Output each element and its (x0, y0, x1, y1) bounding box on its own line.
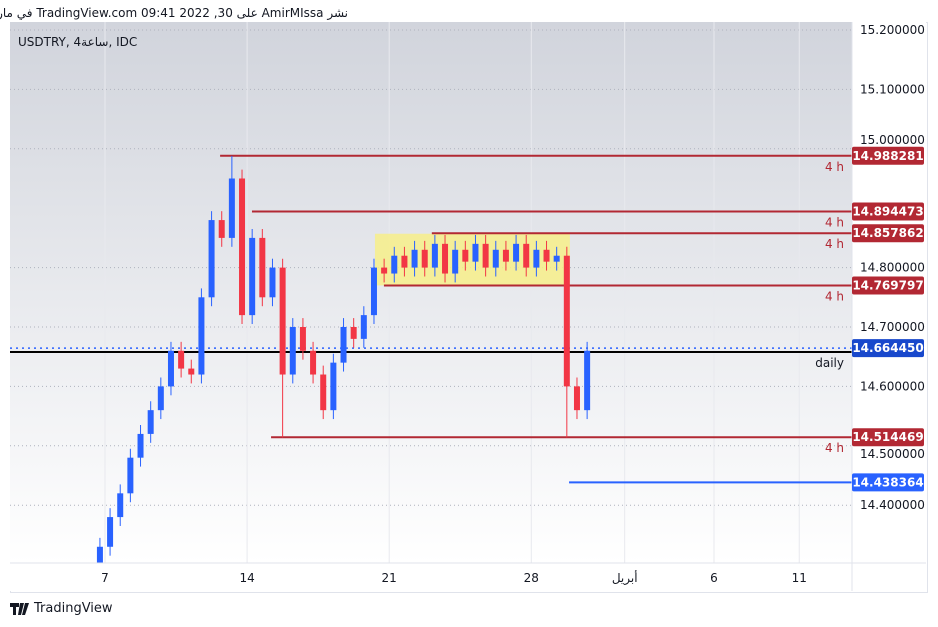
level-price-label-bg (852, 276, 924, 295)
publish-info: نشر AmirMIssa على TradingView.com 09:41 … (0, 6, 348, 20)
level-price-label-bg (852, 202, 924, 221)
level-price-label-bg (852, 473, 924, 492)
candle-body (492, 249, 499, 268)
candle-body (127, 457, 134, 494)
candle-body (299, 327, 306, 351)
level-tag: 4 h (825, 160, 844, 174)
candle-body (178, 350, 185, 369)
candle-body (411, 249, 418, 268)
level-tag: daily (815, 356, 844, 370)
candle-body (563, 255, 570, 387)
y-tick-label: 14.500000 (860, 447, 925, 461)
chart-title: USDTRY, 4ساعة, IDC (18, 35, 137, 49)
tradingview-logo-icon (10, 602, 29, 615)
level-price-label: 14.894473 (852, 204, 923, 218)
candle-body (543, 249, 550, 262)
candle-body (513, 243, 520, 262)
candle-body (107, 517, 114, 547)
candle-body (421, 249, 428, 268)
level-price-label-bg (852, 428, 924, 447)
x-tick-label: 28 (524, 571, 539, 585)
brand-name: TradingView (34, 601, 113, 616)
candle-body (340, 327, 347, 363)
y-tick-label: 15.100000 (860, 82, 925, 96)
candle-body (137, 433, 144, 458)
candle-body (188, 368, 195, 375)
x-tick-label: 21 (382, 571, 397, 585)
level-price-label: 14.438364 (852, 475, 923, 489)
candle-body (533, 249, 540, 268)
x-tick-label: أبريل (612, 570, 638, 586)
candle-body (573, 386, 580, 411)
level-tag: 4 h (825, 237, 844, 251)
candle-body (472, 243, 479, 262)
time-axis[interactable] (10, 563, 926, 591)
candle-body (167, 350, 174, 387)
level-price-label: 14.857862 (852, 226, 923, 240)
candle-body (157, 386, 164, 411)
candle-body (553, 255, 560, 262)
candle-body (147, 410, 154, 434)
last-price-label: 14.664450 (852, 341, 923, 355)
price-chart[interactable]: 4 h 4 h 4 h 4 h 4 h daily 15.200000 15.100000 15… (10, 22, 926, 591)
level-price-label: 14.514469 (852, 430, 923, 444)
candle-body (259, 237, 266, 298)
candle-body (584, 350, 591, 411)
candle-body (452, 249, 459, 274)
level-price-label-bg (852, 146, 924, 165)
candle-body (218, 220, 225, 238)
level-price-label: 14.988281 (852, 149, 923, 163)
candle-body (96, 546, 103, 565)
candle-body (320, 374, 327, 411)
y-tick-label: 14.800000 (860, 261, 925, 275)
level-tag: 4 h (825, 290, 844, 304)
y-tick-label: 14.700000 (860, 320, 925, 334)
candle-body (249, 237, 256, 316)
candle-body (239, 178, 246, 316)
candle-body (431, 243, 438, 268)
candle-body (502, 249, 509, 262)
candle-body (228, 178, 235, 238)
y-tick-label: 15.200000 (860, 23, 925, 37)
y-tick-label: 14.600000 (860, 379, 925, 393)
candle-body (269, 267, 276, 298)
candle-body (208, 220, 215, 298)
candle-body (370, 267, 377, 316)
candle-body (117, 493, 124, 518)
candle-body (350, 327, 357, 339)
candle-body (198, 297, 205, 375)
level-price-label: 14.769797 (852, 279, 923, 293)
candle-body (401, 255, 408, 268)
tradingview-logo[interactable]: TradingView (10, 601, 113, 616)
candle-body (482, 243, 489, 268)
candle-body (381, 267, 388, 274)
candle-body (442, 243, 449, 274)
candle-body (330, 362, 337, 411)
last-price-label-bg (852, 339, 924, 358)
level-tag: 4 h (825, 215, 844, 229)
level-tag: 4 h (825, 441, 844, 455)
candle-body (523, 243, 530, 268)
x-tick-label: 6 (710, 571, 718, 585)
level-price-label-bg (852, 224, 924, 243)
candle-body (462, 249, 469, 262)
candle-body (279, 267, 286, 375)
x-tick-label: 7 (101, 571, 109, 585)
x-tick-label: 14 (239, 571, 254, 585)
y-tick-label: 14.400000 (860, 498, 925, 512)
x-tick-label: 11 (792, 571, 807, 585)
candle-body (360, 315, 367, 339)
candle-body (391, 255, 398, 274)
y-tick-label: 15.000000 (860, 133, 925, 147)
candle-body (310, 350, 317, 375)
candle-body (289, 327, 296, 375)
